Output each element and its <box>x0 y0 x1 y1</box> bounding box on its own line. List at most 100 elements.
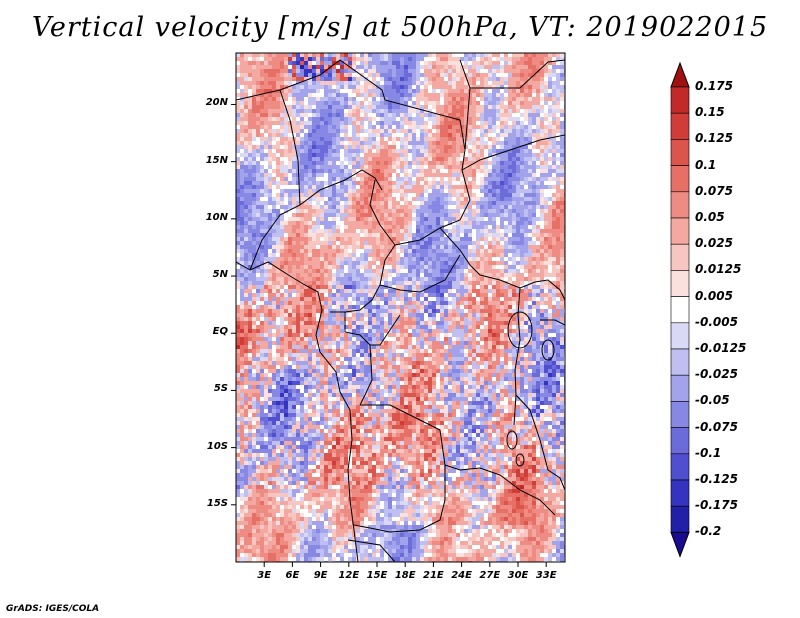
field-cell <box>320 141 324 145</box>
field-cell <box>440 61 444 65</box>
field-cell <box>372 105 376 109</box>
field-cell <box>464 229 468 233</box>
field-cell <box>488 205 492 209</box>
field-cell <box>316 241 320 245</box>
field-cell <box>240 145 244 149</box>
field-cell <box>312 205 316 209</box>
field-cell <box>372 269 376 273</box>
field-cell <box>324 57 328 61</box>
field-cell <box>336 205 340 209</box>
field-cell <box>300 261 304 265</box>
field-cell <box>368 153 372 157</box>
field-cell <box>532 89 536 93</box>
field-cell <box>492 121 496 125</box>
field-cell <box>548 281 552 285</box>
field-cell <box>420 281 424 285</box>
field-cell <box>292 197 296 201</box>
field-cell <box>520 245 524 249</box>
field-cell <box>324 245 328 249</box>
field-cell <box>308 129 312 133</box>
field-cell <box>348 177 352 181</box>
field-cell <box>388 241 392 245</box>
field-cell <box>392 73 396 77</box>
field-cell <box>432 89 436 93</box>
field-cell <box>332 85 336 89</box>
field-cell <box>368 225 372 229</box>
field-cell <box>500 125 504 129</box>
field-cell <box>444 229 448 233</box>
field-cell <box>492 221 496 225</box>
field-cell <box>476 121 480 125</box>
field-cell <box>556 233 560 237</box>
field-cell <box>288 57 292 61</box>
field-cell <box>312 181 316 185</box>
field-cell <box>540 129 544 133</box>
field-cell <box>324 241 328 245</box>
field-cell <box>304 173 308 177</box>
field-cell <box>496 133 500 137</box>
field-cell <box>556 185 560 189</box>
field-cell <box>248 273 252 277</box>
field-cell <box>428 217 432 221</box>
field-cell <box>404 125 408 129</box>
field-cell <box>372 173 376 177</box>
field-cell <box>472 265 476 269</box>
field-cell <box>344 241 348 245</box>
field-cell <box>480 209 484 213</box>
field-cell <box>436 93 440 97</box>
field-cell <box>328 61 332 65</box>
field-cell <box>256 149 260 153</box>
field-cell <box>468 129 472 133</box>
field-cell <box>304 65 308 69</box>
field-cell <box>340 237 344 241</box>
field-cell <box>552 205 556 209</box>
field-cell <box>424 161 428 165</box>
field-cell <box>324 205 328 209</box>
field-cell <box>372 273 376 277</box>
field-cell <box>248 77 252 81</box>
field-cell <box>488 93 492 97</box>
field-cell <box>516 69 520 73</box>
field-cell <box>244 93 248 97</box>
field-cell <box>372 169 376 173</box>
field-cell <box>400 165 404 169</box>
field-cell <box>376 137 380 141</box>
field-cell <box>464 253 468 257</box>
field-cell <box>344 77 348 81</box>
field-cell <box>288 97 292 101</box>
field-cell <box>244 289 248 293</box>
field-cell <box>504 257 508 261</box>
field-cell <box>532 177 536 181</box>
field-cell <box>372 153 376 157</box>
field-cell <box>500 149 504 153</box>
field-cell <box>244 73 248 77</box>
field-cell <box>348 145 352 149</box>
field-cell <box>400 217 404 221</box>
field-cell <box>240 69 244 73</box>
field-cell <box>484 125 488 129</box>
field-cell <box>512 177 516 181</box>
field-cell <box>324 265 328 269</box>
field-cell <box>324 289 328 293</box>
field-cell <box>412 241 416 245</box>
field-cell <box>332 121 336 125</box>
field-cell <box>336 77 340 81</box>
field-cell <box>252 113 256 117</box>
field-cell <box>460 245 464 249</box>
field-cell <box>452 201 456 205</box>
field-cell <box>548 65 552 69</box>
field-cell <box>516 61 520 65</box>
field-cell <box>524 273 528 277</box>
field-cell <box>292 273 296 277</box>
field-cell <box>348 105 352 109</box>
field-cell <box>420 65 424 69</box>
field-cell <box>460 261 464 265</box>
field-cell <box>244 225 248 229</box>
field-cell <box>520 197 524 201</box>
field-cell <box>260 221 264 225</box>
field-cell <box>404 65 408 69</box>
field-cell <box>472 249 476 253</box>
field-cell <box>428 157 432 161</box>
field-cell <box>476 129 480 133</box>
field-cell <box>560 93 564 97</box>
